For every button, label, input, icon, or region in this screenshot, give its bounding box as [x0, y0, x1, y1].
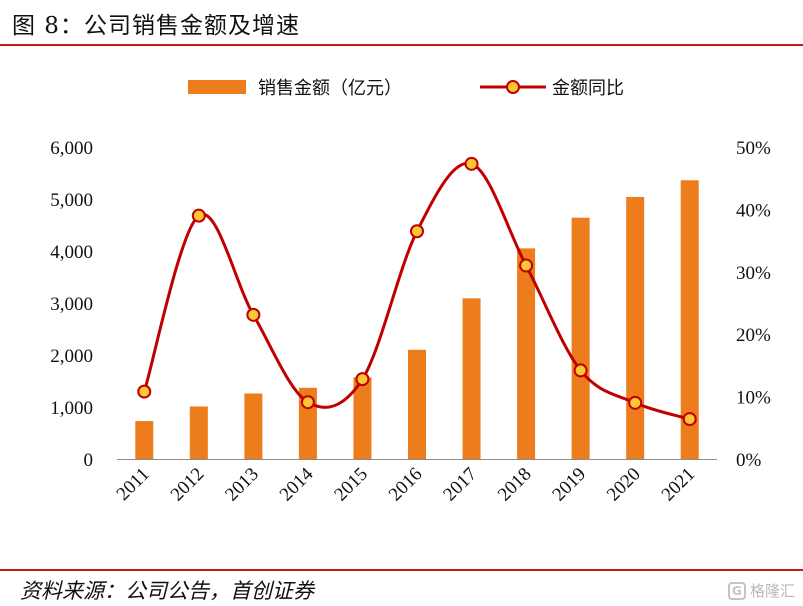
watermark-logo-icon: G: [727, 581, 746, 600]
right-axis-tick-label: 10%: [736, 388, 771, 409]
x-tick-label: 2011: [113, 464, 154, 505]
watermark-text: 格隆汇: [749, 582, 795, 600]
bar-2017: [462, 298, 481, 459]
bottom-divider: [0, 569, 803, 571]
legend-bar-swatch: [188, 80, 246, 94]
bar-2019: [571, 217, 590, 459]
legend-line-label: 金额同比: [552, 78, 624, 99]
yoy-marker-2015: [355, 372, 370, 387]
x-tick-label: 2013: [221, 464, 263, 506]
yoy-marker-2020: [628, 395, 643, 410]
yoy-marker-2017: [464, 156, 479, 171]
right-axis-tick-label: 40%: [736, 200, 771, 221]
left-axis-tick-label: 1,000: [50, 398, 93, 419]
x-tick-label: 2019: [548, 464, 590, 506]
bar-2012: [189, 406, 208, 459]
x-tick-label: 2012: [167, 464, 209, 506]
bar-2018: [517, 248, 536, 459]
right-axis-tick-label: 0%: [736, 450, 762, 471]
bar-2013: [244, 393, 263, 459]
x-tick-label: 2015: [330, 464, 372, 506]
left-axis-tick-label: 6,000: [50, 138, 93, 159]
bar-2020: [626, 196, 645, 460]
x-tick-label: 2021: [658, 464, 700, 506]
watermark: G 格隆汇: [727, 580, 795, 601]
left-axis-tick-label: 5,000: [50, 190, 93, 211]
sales-chart: 销售金额（亿元） 金额同比 0 1,000 2,000 3,000 4,000 5,000…: [50, 78, 771, 505]
x-tick-label: 2018: [494, 464, 536, 506]
x-tick-label: 2014: [276, 463, 318, 505]
x-tick-label: 2020: [603, 464, 645, 506]
x-axis-labels: 2011 2012 2013 2014 2015 2016 2017 2018 2019 2020…: [113, 463, 700, 505]
bar-2011: [135, 421, 154, 459]
chart-legend: 销售金额（亿元） 金额同比: [188, 78, 624, 99]
legend-bar-label: 销售金额（亿元）: [258, 78, 402, 99]
x-tick-label: 2016: [385, 464, 427, 506]
legend-line-marker: [506, 80, 520, 94]
left-axis-tick-label: 0: [84, 450, 94, 471]
yoy-marker-2012: [191, 208, 206, 223]
yoy-marker-2013: [246, 307, 261, 322]
right-y-axis: 0% 10% 20% 30% 40% 50%: [736, 138, 771, 471]
right-axis-tick-label: 20%: [736, 325, 771, 346]
bar-2021: [680, 180, 699, 459]
right-axis-tick-label: 30%: [736, 263, 771, 284]
yoy-marker-2018: [519, 258, 534, 273]
left-y-axis: 0 1,000 2,000 3,000 4,000 5,000 6,000: [50, 138, 93, 471]
yoy-marker-2016: [410, 224, 424, 239]
yoy-marker-2011: [137, 384, 152, 399]
bar-2015: [353, 377, 372, 459]
bar-series: [135, 180, 699, 460]
yoy-markers: [137, 156, 697, 427]
bar-2016: [408, 349, 426, 459]
yoy-marker-2014: [300, 395, 315, 410]
left-axis-tick-label: 4,000: [50, 242, 93, 263]
left-axis-tick-label: 3,000: [50, 294, 93, 315]
yoy-marker-2019: [573, 363, 588, 378]
source-note: 资料来源：公司公告，首创证券: [20, 579, 314, 603]
x-tick-label: 2017: [439, 464, 481, 506]
left-axis-tick-label: 2,000: [50, 346, 93, 367]
right-axis-tick-label: 50%: [736, 138, 771, 159]
figure-title: 图 8：公司销售金额及增速: [12, 13, 300, 39]
yoy-marker-2021: [682, 412, 697, 427]
top-divider: [0, 44, 803, 46]
